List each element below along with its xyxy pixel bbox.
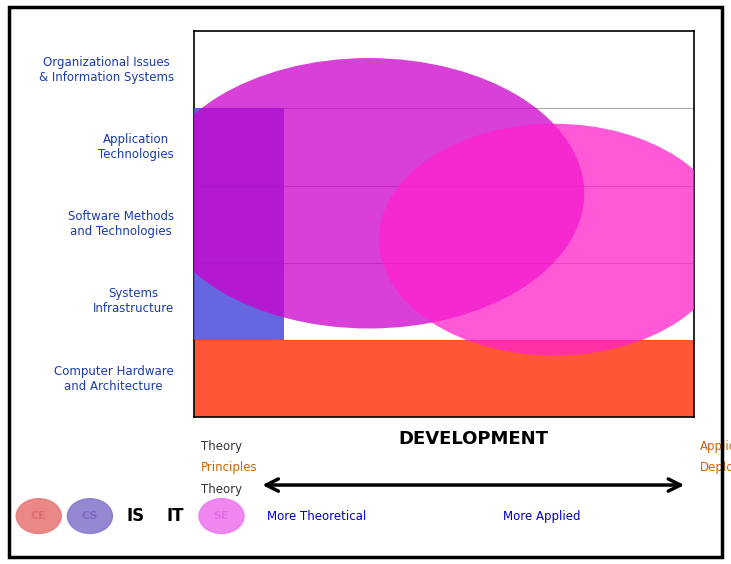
Text: More Applied: More Applied [503,510,580,523]
Text: More Theoretical: More Theoretical [267,510,366,523]
Text: Software Methods
and Technologies: Software Methods and Technologies [67,210,174,238]
Text: DEVELOPMENT: DEVELOPMENT [398,430,548,448]
Text: Application: Application [700,440,731,453]
Text: Principles: Principles [201,461,257,474]
Ellipse shape [154,58,584,328]
Circle shape [67,499,113,534]
Text: CE: CE [31,511,47,521]
Text: Theory: Theory [201,483,242,496]
Circle shape [199,499,244,534]
Ellipse shape [379,124,730,355]
Text: Theory: Theory [201,440,242,453]
Text: CS: CS [82,511,98,521]
Text: Systems
Infrastructure: Systems Infrastructure [92,288,174,315]
Bar [194,108,284,340]
Text: Application
Technologies: Application Technologies [98,133,174,161]
Text: SE: SE [213,511,230,521]
Text: Organizational Issues
& Information Systems: Organizational Issues & Information Syst… [39,56,174,83]
Bar [194,340,694,417]
Text: IT: IT [167,507,184,525]
Text: IS: IS [126,507,145,525]
Text: Computer Hardware
and Architecture: Computer Hardware and Architecture [54,365,174,393]
Circle shape [16,499,61,534]
Text: Deployment: Deployment [700,461,731,474]
